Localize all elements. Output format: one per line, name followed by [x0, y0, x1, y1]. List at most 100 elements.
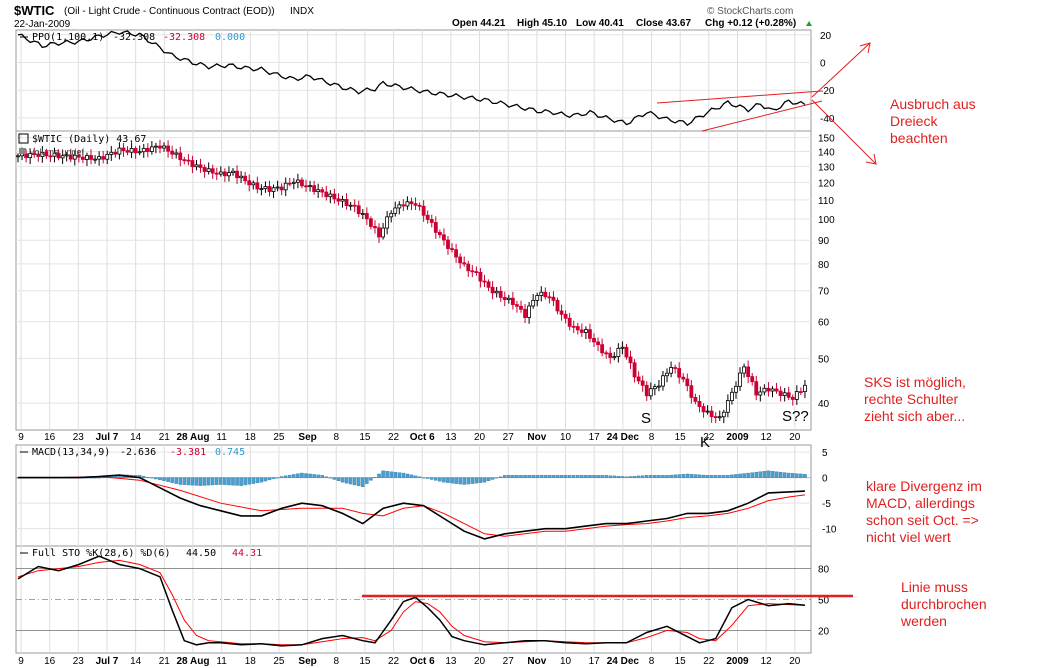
candle-body [433, 222, 438, 233]
x-tick-label: 20 [474, 656, 486, 667]
macd-histogram-bar [332, 477, 337, 480]
candle-body [778, 390, 783, 396]
macd-histogram-bar [600, 475, 604, 478]
macd-histogram-bar [478, 477, 483, 483]
x-tick-label: 18 [245, 432, 257, 443]
candle-body [555, 299, 560, 312]
macd-histogram-bar [689, 474, 694, 478]
y-tick-label: 130 [818, 162, 835, 173]
macd-histogram-bar [523, 475, 527, 478]
annotation-line: Linie muss durchbrochen werden [900, 579, 987, 629]
candle-body [750, 376, 755, 383]
macd-histogram-bar [93, 477, 97, 479]
macd-histogram-bar [316, 474, 320, 478]
macd-histogram-bar [279, 476, 284, 478]
candle-body [129, 148, 134, 153]
y-tick-label: 0 [822, 474, 828, 485]
candle-body [36, 153, 41, 157]
y-tick-label: 60 [818, 318, 830, 329]
macd-histogram-bar [413, 475, 418, 478]
macd-histogram-bar [442, 477, 446, 483]
candle-body [498, 290, 503, 298]
x-tick-label: Sep [298, 432, 316, 443]
macd-histogram-bar [425, 477, 430, 479]
x-tick-label: 12 [761, 432, 773, 443]
macd-histogram-bar [486, 477, 491, 481]
macd-histogram-bar [446, 477, 450, 483]
candle-body [657, 385, 661, 388]
candle-body [158, 145, 162, 149]
candle-body [616, 347, 621, 358]
macd-histogram-bar [239, 477, 243, 486]
x-tick-label: 11 [216, 432, 227, 443]
candle-body [101, 156, 106, 160]
macd-histogram-bar [365, 477, 369, 484]
candle-body [68, 154, 73, 160]
candle-body [677, 368, 682, 378]
candle-body [535, 295, 540, 301]
macd-histogram-bar [531, 475, 535, 478]
macd-histogram-bar [458, 477, 462, 485]
macd-histogram-bar [255, 477, 260, 484]
candle-body [121, 147, 126, 151]
x-tick-label: 16 [44, 432, 56, 443]
macd-histogram-bar [539, 475, 544, 478]
candle-body [421, 205, 426, 216]
up-arrow-icon [806, 21, 812, 26]
x-tick-label: 22 [703, 432, 715, 443]
macd-histogram-bar [409, 474, 414, 478]
x-tick-label: Oct 6 [410, 432, 435, 443]
x-tick-label: 25 [273, 656, 285, 667]
macd-histogram-bar [490, 477, 495, 480]
candle-body [425, 214, 430, 220]
candle-body [762, 387, 767, 393]
y-tick-label: 120 [818, 178, 835, 189]
candle-body [312, 185, 317, 193]
annotation-line-3: werden [900, 613, 947, 629]
x-tick-label: 9 [18, 432, 24, 443]
candle-body [725, 400, 730, 413]
macd-histogram-bar [150, 477, 154, 479]
macd-histogram-bar [738, 473, 742, 478]
macd-histogram-bar [701, 474, 706, 478]
macd-histogram-bar [612, 475, 617, 478]
annotation-divergence: klare Divergenz im MACD, allerdings scho… [866, 478, 982, 545]
breakout-down-arrow [811, 99, 877, 165]
macd-histogram-bar [377, 473, 381, 478]
annotation-sks-1: SKS ist möglich, [864, 374, 966, 390]
candle-body [462, 262, 467, 265]
x-tick-label: 13 [445, 432, 457, 443]
macd-histogram-bar [494, 477, 499, 479]
macd-histogram-bar [206, 477, 211, 486]
candle-body [271, 187, 276, 192]
x-tick-label: 20 [474, 432, 486, 443]
candle-body [579, 329, 584, 333]
macd-histogram-bar [786, 472, 791, 478]
candle-body [389, 212, 394, 218]
macd-histogram-bar [782, 472, 787, 478]
exchange: INDX [290, 6, 314, 17]
candle-body [551, 296, 556, 301]
x-tick-label: 17 [589, 432, 601, 443]
macd-histogram-bar [154, 477, 158, 480]
macd-histogram-bar [231, 477, 235, 486]
candle-body [559, 310, 564, 315]
x-tick-label: 24 Dec [607, 656, 640, 667]
sto-k-line [17, 555, 805, 647]
candle-body [596, 341, 600, 346]
candle-body [133, 148, 138, 154]
macd-histogram-bar [470, 477, 475, 484]
volume-legend-icon [19, 148, 26, 154]
candle-body [162, 145, 166, 149]
candle-body [482, 280, 487, 283]
macd-histogram-bar [373, 477, 377, 478]
candle-body [429, 219, 434, 223]
annotation-line-2: durchbrochen [901, 596, 987, 612]
y-tick-label: -10 [822, 525, 837, 536]
x-tick-label: 10 [560, 656, 572, 667]
candle-body [304, 185, 308, 188]
candle-body [523, 308, 527, 318]
macd-histogram-bar [162, 477, 166, 481]
candle-body [125, 150, 130, 153]
arrow-up-head-icon [859, 42, 871, 54]
